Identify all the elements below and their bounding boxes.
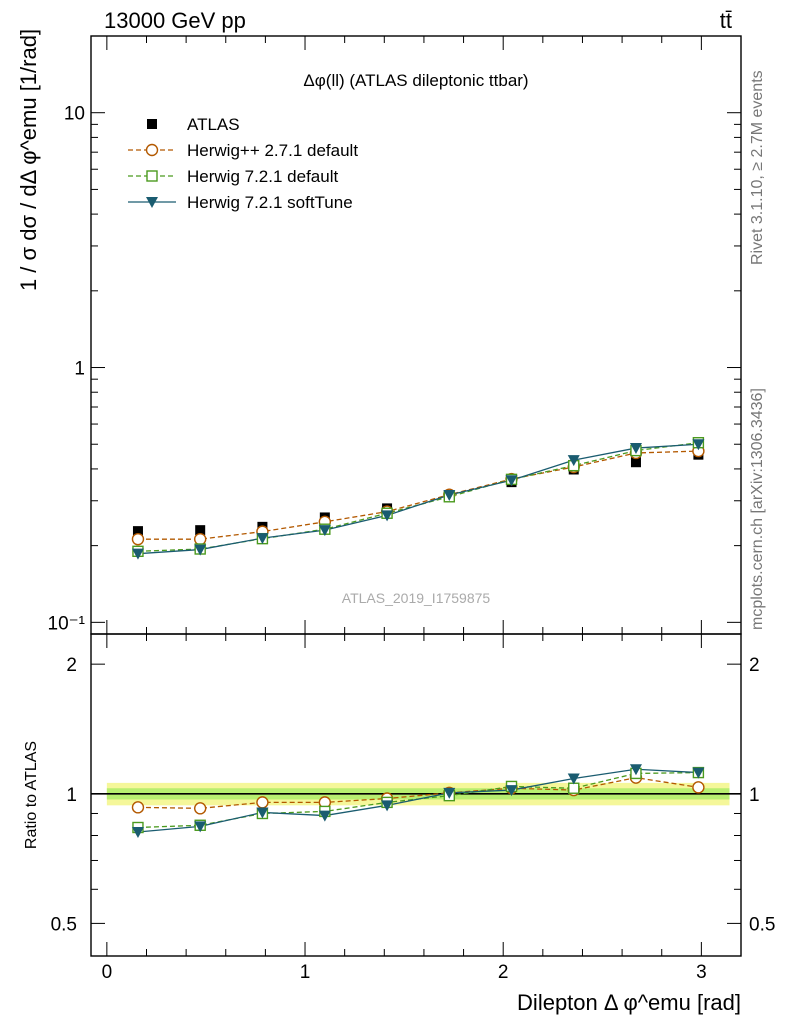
- legend-entry: Herwig 7.2.1 default: [187, 167, 338, 186]
- mc-data-point: [629, 443, 642, 455]
- ratio-data-point: [131, 801, 145, 814]
- atlas-data-point: [630, 457, 641, 468]
- mc-data-point: [131, 532, 145, 546]
- analysis-watermark: ATLAS_2019_I1759875: [342, 590, 491, 606]
- mc-data-point: [194, 544, 207, 556]
- mc-data-point: [505, 475, 518, 487]
- main-axis-ticks: 10⁻¹ 1 10: [48, 35, 741, 635]
- ratio-data-point: [381, 800, 394, 812]
- main-series-lines: [137, 442, 699, 555]
- ratio-series-line: [137, 777, 699, 810]
- ratio-data-point: [193, 802, 207, 815]
- ratio-data-point: [568, 782, 580, 794]
- ratio-data-point: [131, 827, 144, 839]
- x-axis-label: Dilepton Δ φ^emu [rad]: [517, 990, 741, 1015]
- mc-data-point: [131, 548, 144, 560]
- ratio-uncertainty-band: [91, 782, 741, 806]
- legend: ATLAS Herwig++ 2.7.1 default Herwig 7.2.1 …: [128, 115, 358, 212]
- main-series-markers: [131, 436, 705, 560]
- ratio-data-point: [256, 807, 269, 819]
- legend-entry: Herwig 7.2.1 softTune: [187, 193, 353, 212]
- mc-data-point: [193, 532, 207, 546]
- legend-marker: [145, 143, 159, 157]
- mc-data-point: [381, 510, 394, 522]
- ratio-y-tick-label: 0.5: [51, 914, 77, 935]
- mc-data-point: [443, 490, 456, 502]
- ratio-y-tick-label-right: 1: [749, 785, 760, 806]
- ratio-y-tick-label: 2: [66, 655, 77, 676]
- legend-entry: ATLAS: [187, 115, 240, 134]
- mc-data-point: [692, 439, 705, 451]
- x-tick-label: 0: [102, 962, 113, 983]
- ratio-data-point: [318, 810, 331, 822]
- legend-entry: Herwig++ 2.7.1 default: [187, 141, 358, 160]
- series-line: [137, 443, 699, 555]
- legend-marker: [147, 119, 157, 129]
- ratio-data-point: [194, 821, 207, 833]
- process-label: tt̄: [720, 8, 732, 33]
- ratio-series-markers: [131, 764, 705, 839]
- series-line: [137, 442, 699, 552]
- mc-data-point: [567, 455, 580, 467]
- energy-label: 13000 GeV pp: [104, 8, 246, 33]
- legend-marker: [146, 170, 158, 182]
- ratio-data-point: [629, 764, 642, 776]
- ratio-data-point: [256, 796, 269, 809]
- ratio-axis-ticks: 0.5 0.5 1 1 2 2 0 1 2 3: [51, 634, 775, 983]
- x-tick-label: 2: [498, 962, 509, 983]
- ratio-series-line: [137, 768, 699, 833]
- ratio-data-point: [692, 781, 705, 794]
- ratio-data-point: [443, 787, 456, 799]
- ratio-y-axis-label: Ratio to ATLAS: [23, 741, 40, 849]
- ratio-y-tick-label-right: 2: [749, 655, 760, 676]
- y-tick-label: 10: [64, 104, 85, 125]
- mc-data-point: [256, 533, 269, 545]
- ratio-y-tick-label-right: 0.5: [749, 914, 775, 935]
- y-tick-label: 1: [74, 359, 85, 380]
- ratio-plot-panel: 0.5 0.5 1 1 2 2 0 1 2 3 Ratio to ATLAS Dilepton Δ…: [23, 633, 775, 1015]
- x-tick-label: 1: [300, 962, 311, 983]
- ratio-y-tick-label: 1: [66, 785, 77, 806]
- y-tick-label: 10⁻¹: [48, 613, 86, 634]
- ratio-data-point: [692, 767, 705, 779]
- ratio-series-lines: [137, 768, 699, 833]
- main-y-axis-label: 1 / σ dσ / dΔ φ^emu [1/rad]: [16, 29, 41, 291]
- ratio-frame: [90, 633, 742, 957]
- rivet-version-label: Rivet 3.1.10, ≥ 2.7M events: [749, 70, 766, 265]
- mc-data-point: [318, 525, 331, 537]
- ratio-data-point: [567, 773, 580, 785]
- atlas-data-point: [195, 525, 206, 536]
- ratio-data-point: [505, 785, 518, 797]
- mcplots-label: mcplots.cern.ch [arXiv:1306.3436]: [749, 388, 766, 630]
- atlas-data-point: [132, 526, 143, 537]
- legend-marker: [146, 197, 158, 208]
- x-tick-label: 3: [696, 962, 707, 983]
- main-title: Δφ(ll) (ATLAS dileptonic ttbar): [303, 71, 528, 90]
- series-line: [137, 450, 699, 540]
